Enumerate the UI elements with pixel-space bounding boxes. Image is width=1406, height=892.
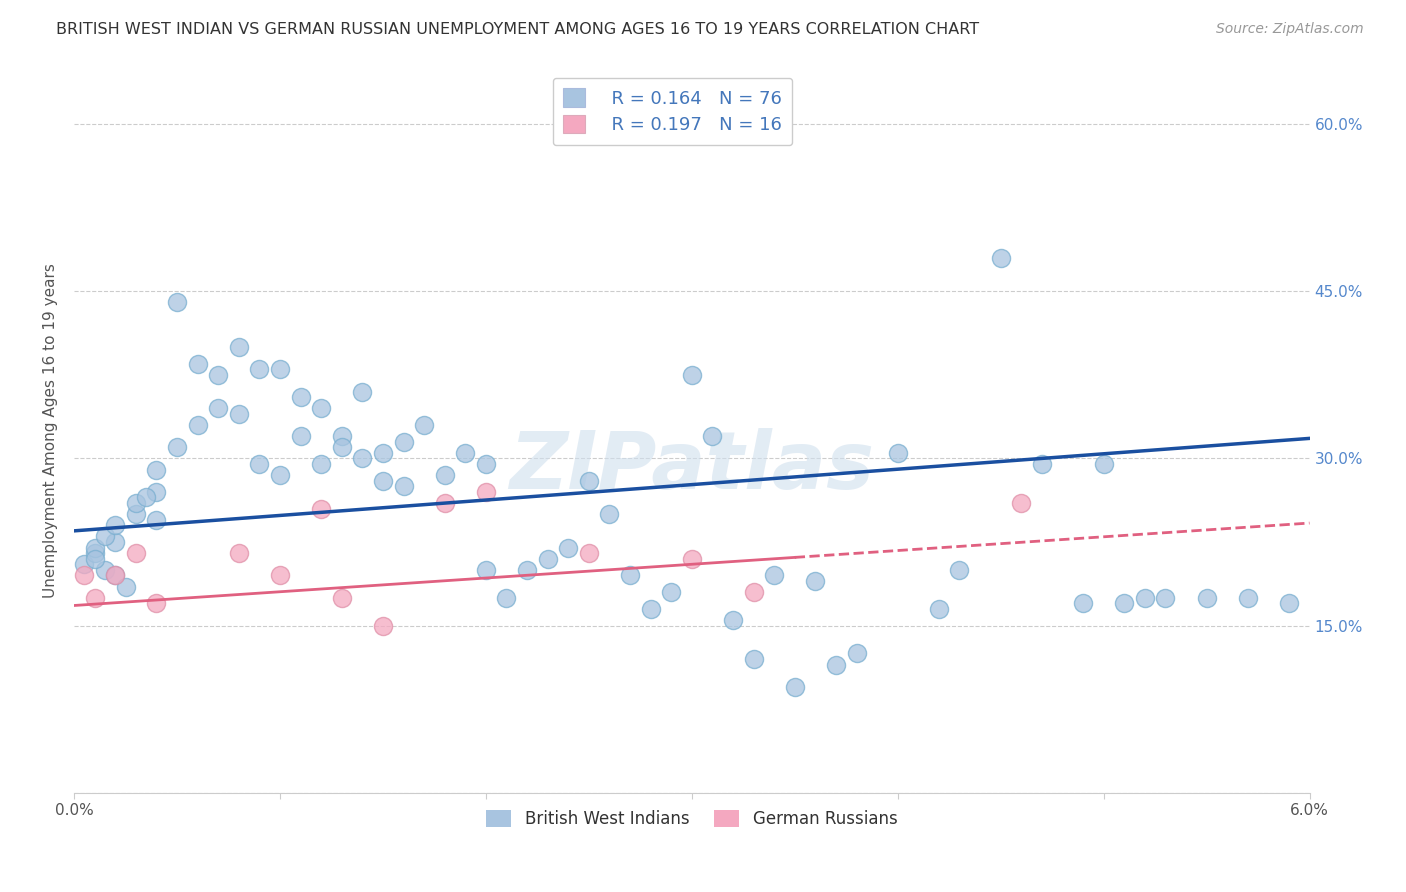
Point [371,618,394,632]
Point [269,362,291,376]
Point [433,496,456,510]
Text: Source: ZipAtlas.com: Source: ZipAtlas.com [1216,22,1364,37]
Point [145,462,167,476]
Point [578,546,600,560]
Point [640,602,662,616]
Point [145,513,167,527]
Point [73,558,96,572]
Point [557,541,579,555]
Point [537,551,560,566]
Point [783,680,806,694]
Point [187,417,209,432]
Point [702,429,724,443]
Point [845,647,868,661]
Point [886,446,908,460]
Point [825,657,848,672]
Point [269,468,291,483]
Point [475,563,498,577]
Point [125,496,148,510]
Point [475,484,498,499]
Point [73,568,96,582]
Point [1236,591,1258,605]
Point [1092,457,1115,471]
Point [104,518,127,533]
Point [454,446,477,460]
Point [495,591,517,605]
Point [114,580,136,594]
Point [104,535,127,549]
Point [207,368,229,382]
Point [330,591,353,605]
Point [166,295,188,310]
Point [742,585,765,599]
Point [1154,591,1177,605]
Point [928,602,950,616]
Point [104,568,127,582]
Point [94,529,117,543]
Point [681,551,703,566]
Point [681,368,703,382]
Point [247,457,270,471]
Point [578,474,600,488]
Point [371,474,394,488]
Point [371,446,394,460]
Point [125,546,148,560]
Point [330,429,353,443]
Point [187,357,209,371]
Point [228,340,250,354]
Point [413,417,436,432]
Point [516,563,538,577]
Point [83,551,105,566]
Point [83,591,105,605]
Point [948,563,970,577]
Point [94,563,117,577]
Point [145,484,167,499]
Point [1114,596,1136,610]
Point [290,429,312,443]
Point [990,251,1012,265]
Point [135,491,157,505]
Point [228,546,250,560]
Point [619,568,641,582]
Point [83,546,105,560]
Point [166,440,188,454]
Point [742,652,765,666]
Text: ZIPatlas: ZIPatlas [509,428,875,506]
Legend: British West Indians, German Russians: British West Indians, German Russians [479,804,904,835]
Point [309,501,332,516]
Point [269,568,291,582]
Point [83,541,105,555]
Point [659,585,682,599]
Point [763,568,786,582]
Point [475,457,498,471]
Point [309,401,332,416]
Point [247,362,270,376]
Point [392,479,415,493]
Point [228,407,250,421]
Point [207,401,229,416]
Point [330,440,353,454]
Point [1071,596,1094,610]
Point [352,451,374,466]
Point [290,390,312,404]
Point [104,568,127,582]
Point [309,457,332,471]
Point [1031,457,1053,471]
Point [721,613,744,627]
Point [1133,591,1156,605]
Point [352,384,374,399]
Point [125,507,148,521]
Point [1195,591,1218,605]
Point [598,507,620,521]
Point [804,574,827,588]
Point [433,468,456,483]
Point [392,434,415,449]
Y-axis label: Unemployment Among Ages 16 to 19 years: Unemployment Among Ages 16 to 19 years [44,263,58,598]
Point [1278,596,1301,610]
Text: BRITISH WEST INDIAN VS GERMAN RUSSIAN UNEMPLOYMENT AMONG AGES 16 TO 19 YEARS COR: BRITISH WEST INDIAN VS GERMAN RUSSIAN UN… [56,22,980,37]
Point [145,596,167,610]
Point [1010,496,1032,510]
